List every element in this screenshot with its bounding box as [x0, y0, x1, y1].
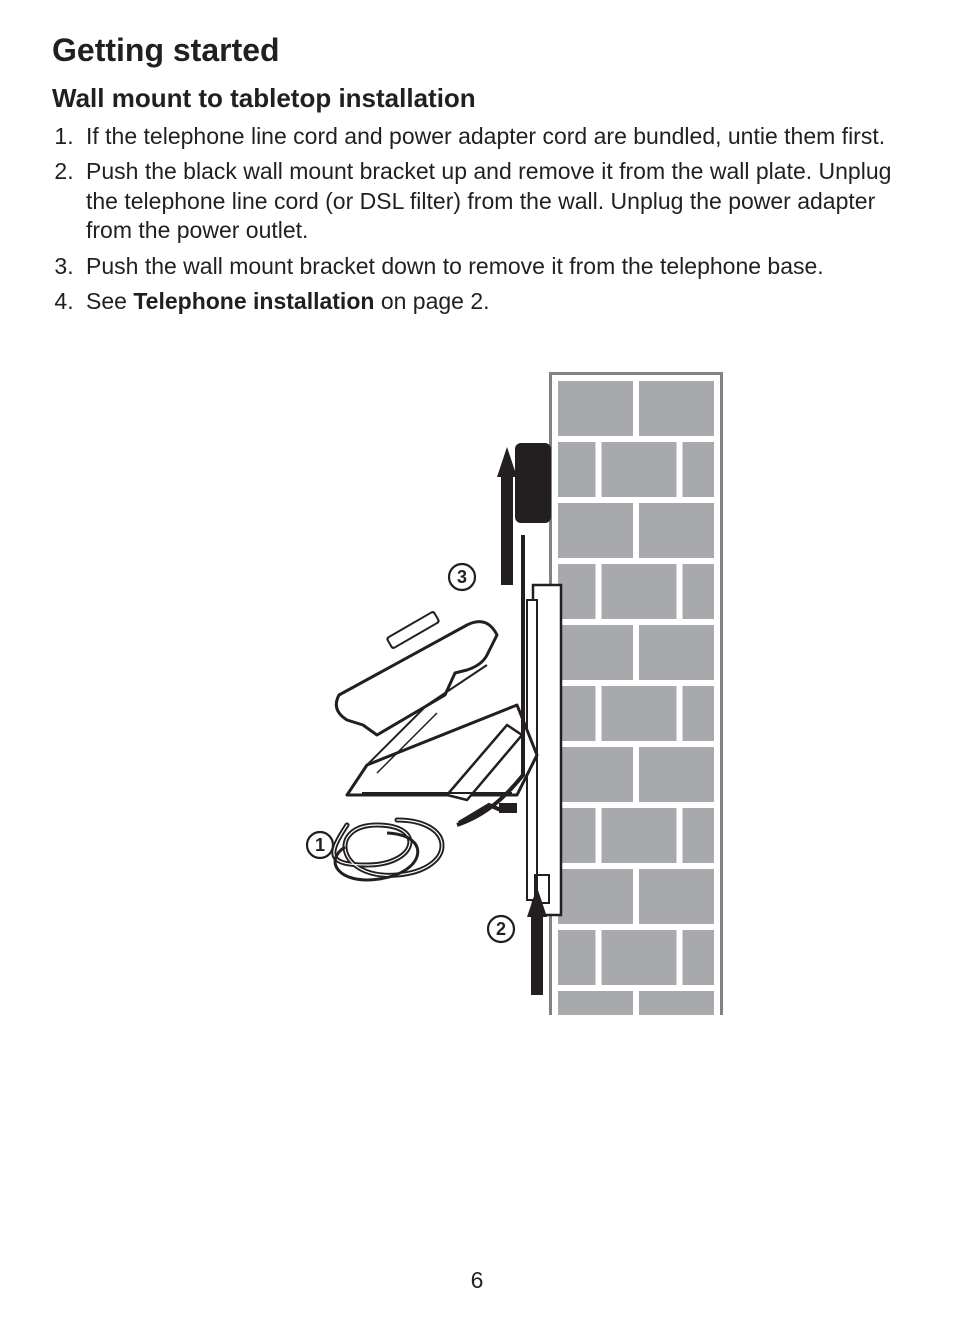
step-4-bold: Telephone installation [133, 288, 374, 314]
step-2: Push the black wall mount bracket up and… [80, 157, 902, 245]
step-4-post: on page 2. [374, 288, 489, 314]
subsection-heading: Wall mount to tabletop installation [52, 83, 902, 114]
step-2-text: Push the black wall mount bracket up and… [86, 158, 891, 243]
step-1-text: If the telephone line cord and power ada… [86, 123, 885, 149]
step-4: See Telephone installation on page 2. [80, 287, 902, 316]
svg-text:2: 2 [496, 919, 506, 939]
svg-text:1: 1 [315, 835, 325, 855]
section-heading: Getting started [52, 32, 902, 69]
instruction-list: If the telephone line cord and power ada… [52, 122, 902, 317]
svg-text:3: 3 [457, 567, 467, 587]
step-3: Push the wall mount bracket down to remo… [80, 252, 902, 281]
step-1: If the telephone line cord and power ada… [80, 122, 902, 151]
page-number: 6 [0, 1267, 954, 1294]
installation-figure: 3 1 2 [52, 355, 902, 1015]
step-4-pre: See [86, 288, 133, 314]
step-3-text: Push the wall mount bracket down to remo… [86, 253, 824, 279]
